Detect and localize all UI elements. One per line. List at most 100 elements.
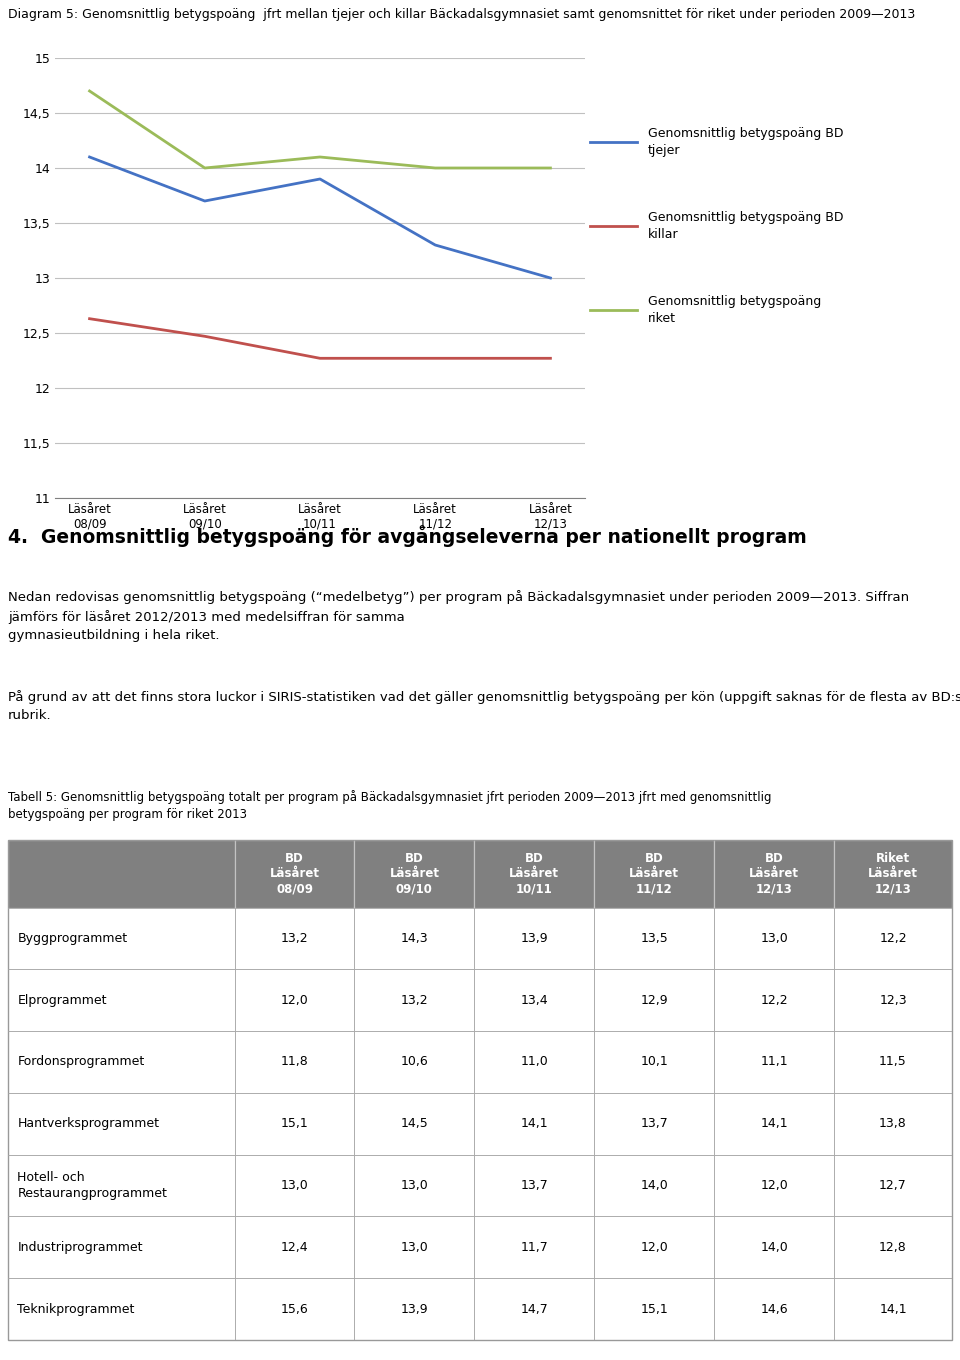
Bar [594, 840, 714, 907]
Bar [714, 970, 834, 1031]
Text: 14,7: 14,7 [520, 1303, 548, 1315]
Text: 13,0: 13,0 [280, 1179, 308, 1191]
Bar [234, 1093, 354, 1155]
Text: 15,6: 15,6 [280, 1303, 308, 1315]
Bar [354, 1093, 474, 1155]
Text: 13,2: 13,2 [400, 994, 428, 1006]
Text: Tabell 5: Genomsnittlig betygspoäng totalt per program på Bäckadalsgymnasiet jfr: Tabell 5: Genomsnittlig betygspoäng tota… [8, 790, 772, 821]
Text: 13,5: 13,5 [640, 932, 668, 945]
Bar [8, 1216, 234, 1278]
Text: Byggprogrammet: Byggprogrammet [17, 932, 128, 945]
Text: 4.  Genomsnittlig betygspoäng för avgångseleverna per nationellt program: 4. Genomsnittlig betygspoäng för avgångs… [8, 525, 806, 547]
Text: BD
Läsåret
08/09: BD Läsåret 08/09 [270, 851, 320, 896]
Text: Hotell- och
Restaurangprogrammet: Hotell- och Restaurangprogrammet [17, 1171, 167, 1200]
Text: BD
Läsåret
10/11: BD Läsåret 10/11 [509, 851, 560, 896]
Text: 13,0: 13,0 [400, 1240, 428, 1254]
Bar [8, 1031, 234, 1093]
Bar [234, 1216, 354, 1278]
Bar [834, 1278, 952, 1340]
Bar [474, 970, 594, 1031]
Bar [354, 970, 474, 1031]
Bar [474, 1155, 594, 1216]
Text: 13,0: 13,0 [760, 932, 788, 945]
Text: 13,9: 13,9 [400, 1303, 428, 1315]
Text: 13,7: 13,7 [640, 1118, 668, 1130]
Bar [234, 840, 354, 907]
Text: 12,2: 12,2 [879, 932, 907, 945]
Text: 12,2: 12,2 [760, 994, 788, 1006]
Text: BD
Läsåret
12/13: BD Läsåret 12/13 [749, 851, 799, 896]
Text: Elprogrammet: Elprogrammet [17, 994, 107, 1006]
Bar [234, 970, 354, 1031]
Bar [8, 970, 234, 1031]
Bar [834, 840, 952, 907]
Bar [834, 907, 952, 970]
Text: Industriprogrammet: Industriprogrammet [17, 1240, 143, 1254]
Text: 15,1: 15,1 [640, 1303, 668, 1315]
Bar [474, 1031, 594, 1093]
Bar [594, 1278, 714, 1340]
Bar [594, 1155, 714, 1216]
Bar [474, 1093, 594, 1155]
Text: 11,8: 11,8 [280, 1055, 308, 1069]
Bar [354, 907, 474, 970]
Text: Fordonsprogrammet: Fordonsprogrammet [17, 1055, 145, 1069]
Bar [474, 840, 594, 907]
Bar [594, 1093, 714, 1155]
Text: 12,9: 12,9 [640, 994, 668, 1006]
Bar [594, 1031, 714, 1093]
Bar [354, 1216, 474, 1278]
Bar [234, 907, 354, 970]
Text: 14,1: 14,1 [760, 1118, 788, 1130]
Bar [234, 1155, 354, 1216]
Text: 14,1: 14,1 [520, 1118, 548, 1130]
Text: BD
Läsåret
09/10: BD Läsåret 09/10 [390, 851, 440, 896]
Text: Genomsnittlig betygspoäng BD
tjejer: Genomsnittlig betygspoäng BD tjejer [648, 128, 843, 158]
Bar [594, 907, 714, 970]
Text: 11,7: 11,7 [520, 1240, 548, 1254]
Text: 12,7: 12,7 [879, 1179, 907, 1191]
Bar [234, 1278, 354, 1340]
Text: 12,0: 12,0 [640, 1240, 668, 1254]
Text: 13,8: 13,8 [879, 1118, 907, 1130]
Bar [714, 1093, 834, 1155]
Bar [714, 907, 834, 970]
Bar [354, 840, 474, 907]
Text: 13,4: 13,4 [520, 994, 548, 1006]
Bar [354, 1278, 474, 1340]
Bar [8, 1155, 234, 1216]
Text: 13,2: 13,2 [280, 932, 308, 945]
Bar [474, 1216, 594, 1278]
Text: 12,0: 12,0 [760, 1179, 788, 1191]
Text: 10,6: 10,6 [400, 1055, 428, 1069]
Text: Genomsnittlig betygspoäng
riket: Genomsnittlig betygspoäng riket [648, 295, 821, 325]
Text: 12,4: 12,4 [280, 1240, 308, 1254]
Text: 11,0: 11,0 [520, 1055, 548, 1069]
Text: 11,5: 11,5 [879, 1055, 907, 1069]
Bar [714, 840, 834, 907]
Bar [594, 1216, 714, 1278]
Bar [714, 1278, 834, 1340]
Text: 14,5: 14,5 [400, 1118, 428, 1130]
Text: 12,3: 12,3 [879, 994, 907, 1006]
Bar [8, 1278, 234, 1340]
Text: 13,9: 13,9 [520, 932, 548, 945]
Text: Hantverksprogrammet: Hantverksprogrammet [17, 1118, 159, 1130]
Text: 10,1: 10,1 [640, 1055, 668, 1069]
Text: 15,1: 15,1 [280, 1118, 308, 1130]
Bar [474, 907, 594, 970]
Bar [714, 1031, 834, 1093]
Text: Riket
Läsåret
12/13: Riket Läsåret 12/13 [868, 851, 918, 896]
Bar [714, 1155, 834, 1216]
Bar [8, 840, 234, 907]
Text: 14,0: 14,0 [640, 1179, 668, 1191]
Text: 11,1: 11,1 [760, 1055, 788, 1069]
Text: Diagram 5: Genomsnittlig betygspoäng  jfrt mellan tjejer och killar Bäckadalsgym: Diagram 5: Genomsnittlig betygspoäng jfr… [8, 8, 915, 20]
Text: På grund av att det finns stora luckor i SIRIS-statistiken vad det gäller genoms: På grund av att det finns stora luckor i… [8, 690, 960, 722]
Text: 12,8: 12,8 [879, 1240, 907, 1254]
Bar [8, 1093, 234, 1155]
Text: Genomsnittlig betygspoäng BD
killar: Genomsnittlig betygspoäng BD killar [648, 211, 843, 241]
Text: Teknikprogrammet: Teknikprogrammet [17, 1303, 134, 1315]
Bar [354, 1155, 474, 1216]
Text: 14,0: 14,0 [760, 1240, 788, 1254]
